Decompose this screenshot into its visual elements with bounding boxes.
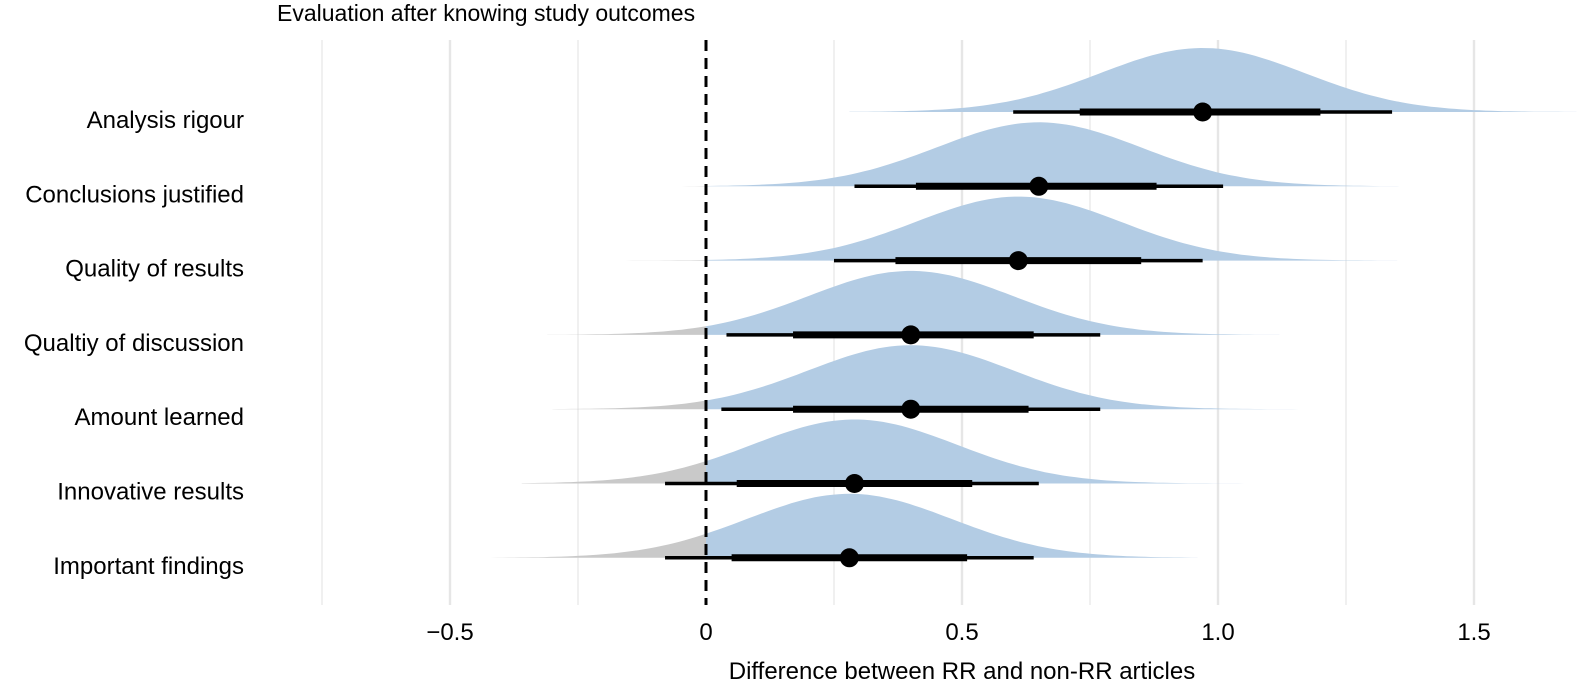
chart-title: Evaluation after knowing study outcomes [277, 0, 696, 26]
density-curve [706, 122, 1413, 187]
x-tick-label: 1.5 [1457, 619, 1490, 646]
median-point [1193, 102, 1213, 122]
density-negative-region [521, 461, 706, 484]
density-curve [849, 48, 1577, 112]
category-label: Analysis rigour [87, 107, 244, 134]
category-label: Innovative results [57, 479, 244, 506]
median-point [844, 474, 864, 493]
x-axis-label: Difference between RR and non-RR article… [728, 658, 1196, 685]
density-curve [706, 419, 1270, 484]
density-curve [706, 493, 1198, 558]
median-point [901, 325, 921, 345]
category-label: Amount learned [75, 404, 244, 431]
median-point [1029, 176, 1049, 196]
density-curve [706, 345, 1305, 410]
density-negative-region [552, 400, 706, 410]
category-labels: Analysis rigour Conclusions justified Qual… [24, 107, 244, 580]
x-tick-label: −0.5 [426, 619, 473, 646]
median-point [839, 548, 859, 568]
x-tick-label: 0.5 [945, 619, 978, 646]
median-point [901, 399, 921, 419]
median-point [1008, 251, 1028, 271]
density-layer [491, 48, 1577, 558]
x-tick-labels: −0.5 0 0.5 1.0 1.5 [426, 619, 1490, 646]
category-label: Quality of results [65, 256, 244, 283]
density-curve [706, 270, 1280, 335]
x-tick-label: 0 [699, 619, 712, 646]
category-label: Conclusions justified [25, 181, 244, 208]
density-negative-region [547, 326, 706, 335]
density-negative-region [491, 533, 706, 558]
category-label: Important findings [53, 553, 244, 580]
category-label: Qualtiy of discussion [24, 330, 244, 357]
density-curve [706, 196, 1398, 261]
interval-layer [665, 102, 1393, 568]
x-tick-label: 1.0 [1201, 619, 1234, 646]
density-negative-region [619, 260, 706, 261]
